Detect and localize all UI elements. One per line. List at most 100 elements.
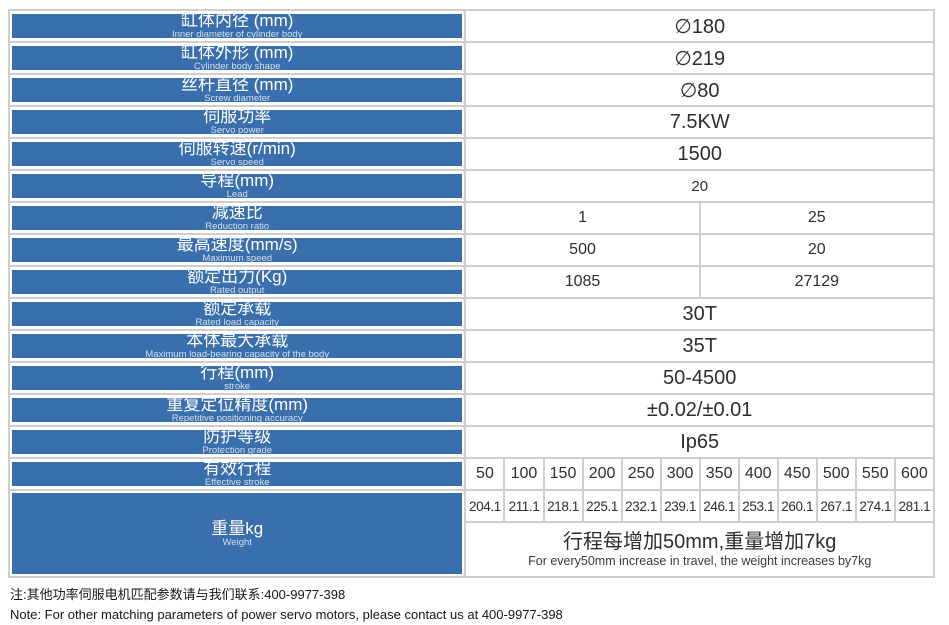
row-reduction-ratio: 减速比 Reduction ratio 1 25 [7,201,936,235]
effective-stroke-cell: 100 [503,457,545,491]
footnote-en: Note: For other matching parameters of p… [10,607,563,622]
row-servo-power: 伺服功率 Servo power 7.5KW [7,105,935,139]
label-en: Protection grade [202,445,273,456]
row-inner-diameter: 缸体内径 (mm) Inner diameter of cylinder body… [7,9,935,43]
label-en: Screw diameter [204,93,271,104]
label-zh: 本体最大承载 [186,331,289,350]
row-weight-values: 重量kg Weight 204.1 211.1 218.1 225.1 232.1… [7,489,936,578]
spec-label-max-speed: 最高速度(mm/s) Maximum speed [7,233,467,267]
effective-stroke-cell: 400 [737,457,779,491]
spec-label-stroke: 行程(mm) stroke [7,361,467,395]
value-lead: 20 [464,169,935,203]
row-weight-note: 行程每增加50mm,重量增加7kg For every50mm increase… [9,521,935,578]
label-zh: 伺服转速(r/min) [178,139,296,158]
effective-stroke-cell: 50 [464,457,506,491]
weight-cell: 253.1 [737,489,779,523]
row-servo-speed: 伺服转速(r/min) Servo speed 1500 [7,137,935,171]
spec-label-rated-output: 额定出力(Kg) Rated output [7,265,467,299]
spec-label-body-shape: 缸体外形 (mm) Cylinder body shape [7,41,467,75]
label-zh: 缸体外形 (mm) [181,43,294,62]
row-body-shape: 缸体外形 (mm) Cylinder body shape ∅219 [7,41,935,75]
weight-cell: 204.1 [464,489,506,523]
value-reduction-ratio-1: 1 [464,201,701,235]
value-repeat-accuracy: ±0.02/±0.01 [464,393,935,427]
spec-label-screw-diameter: 丝杆直径 (mm) Screw diameter [7,73,467,107]
weight-note-cell: 行程每增加50mm,重量增加7kg For every50mm increase… [464,521,935,578]
spec-label-servo-speed: 伺服转速(r/min) Servo speed [7,137,467,171]
weight-cell: 281.1 [893,489,936,523]
row-repeat-accuracy: 重复定位精度(mm) Repetitive positioning accurac… [7,393,935,427]
weight-cell: 246.1 [698,489,740,523]
effective-stroke-cell: 450 [776,457,818,491]
value-max-speed-1: 500 [464,233,701,267]
row-stroke: 行程(mm) stroke 50-4500 [7,361,935,395]
weight-cell: 239.1 [659,489,701,523]
spec-label-rated-load: 额定承载 Rated load capacity [7,297,467,331]
value-stroke: 50-4500 [464,361,935,395]
label-en: Servo speed [210,157,264,168]
label-en: Repetitive positioning accuracy [171,413,303,424]
weight-cell: 225.1 [581,489,623,523]
value-body-shape: ∅219 [464,41,935,75]
effective-stroke-cell: 600 [893,457,936,491]
spec-label-max-body-load: 本体最大承载 Maximum load-bearing capacity of t… [7,329,467,363]
label-zh: 防护等级 [203,427,272,446]
label-zh: 额定承载 [203,299,272,318]
spec-label-weight: 重量kg Weight [7,489,467,578]
weight-cell: 232.1 [620,489,662,523]
label-zh: 导程(mm) [200,171,275,190]
row-rated-load: 额定承载 Rated load capacity 30T [7,297,935,331]
value-max-speed-2: 20 [698,233,936,267]
spec-label-protection-grade: 防护等级 Protection grade [7,425,467,459]
value-reduction-ratio-2: 25 [698,201,936,235]
label-zh: 重复定位精度(mm) [166,395,309,414]
effective-stroke-cell: 550 [854,457,896,491]
value-rated-output-2: 27129 [698,265,936,299]
effective-stroke-cell: 150 [542,457,584,491]
value-max-body-load: 35T [464,329,935,363]
footnotes: 注:其他功率伺服电机匹配参数请与我们联系:400-9977-398 Note: … [10,585,949,625]
value-servo-speed: 1500 [464,137,935,171]
weight-cell: 260.1 [776,489,818,523]
footnote-zh: 注:其他功率伺服电机匹配参数请与我们联系:400-9977-398 [10,587,346,602]
value-servo-power: 7.5KW [464,105,935,139]
label-en: Servo power [210,125,264,136]
effective-stroke-cell: 500 [815,457,857,491]
label-en: Cylinder body shape [193,61,281,72]
label-zh: 有效行程 [203,459,272,478]
row-screw-diameter: 丝杆直径 (mm) Screw diameter ∅80 [7,73,935,107]
label-zh: 伺服功率 [203,107,272,126]
label-zh: 行程(mm) [200,363,275,382]
value-inner-diameter: ∅180 [464,9,935,43]
effective-stroke-cell: 350 [698,457,740,491]
weight-note-en: For every50mm increase in travel, the we… [528,554,872,568]
row-max-speed: 最高速度(mm/s) Maximum speed 500 20 [7,233,936,267]
label-en: Maximum speed [202,253,273,264]
spec-label-repeat-accuracy: 重复定位精度(mm) Repetitive positioning accurac… [7,393,467,427]
spec-label-inner-diameter: 缸体内径 (mm) Inner diameter of cylinder body [7,9,467,43]
label-en: Effective stroke [204,477,270,488]
label-en: Inner diameter of cylinder body [172,29,303,40]
spec-label-effective-stroke: 有效行程 Effective stroke [7,457,467,491]
label-zh: 重量kg [211,518,264,538]
label-en: Rated output [210,285,265,296]
weight-cell: 267.1 [815,489,857,523]
row-rated-output: 额定出力(Kg) Rated output 1085 27129 [7,265,936,299]
effective-stroke-cell: 200 [581,457,623,491]
label-en: Reduction ratio [205,221,270,232]
row-protection-grade: 防护等级 Protection grade Ip65 [7,425,935,459]
value-screw-diameter: ∅80 [464,73,935,107]
row-max-body-load: 本体最大承载 Maximum load-bearing capacity of t… [7,329,935,363]
value-rated-output-1: 1085 [464,265,701,299]
label-en: stroke [224,381,251,392]
spec-label-reduction-ratio: 减速比 Reduction ratio [7,201,467,235]
label-en: Rated load capacity [195,317,279,328]
effective-stroke-cell: 300 [659,457,701,491]
effective-stroke-cell: 250 [620,457,662,491]
label-zh: 缸体内径 (mm) [181,11,294,30]
label-en: Lead [226,189,248,200]
value-rated-load: 30T [464,297,935,331]
weight-cell: 218.1 [542,489,584,523]
spec-label-servo-power: 伺服功率 Servo power [7,105,467,139]
